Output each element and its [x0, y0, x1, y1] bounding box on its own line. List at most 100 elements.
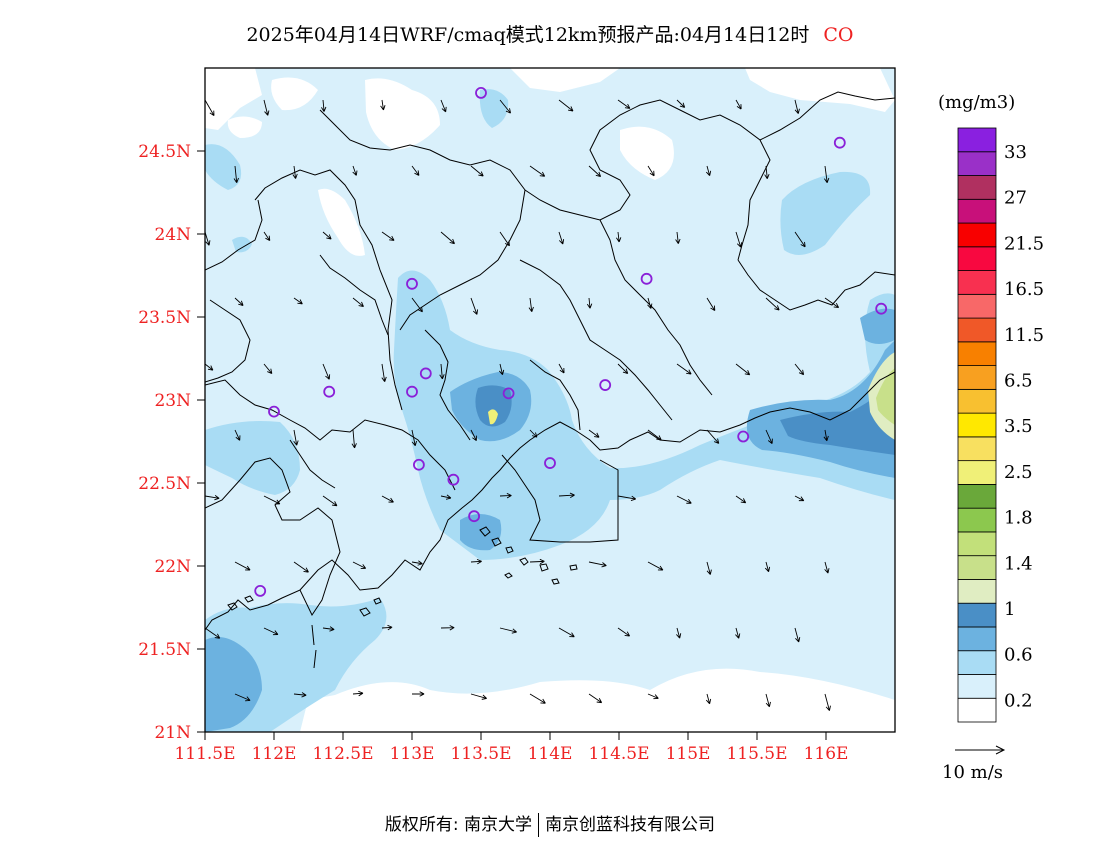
wind-scale-label: 10 m/s — [942, 762, 1003, 783]
wind-arrow — [735, 495, 747, 504]
legend-unit: (mg/m3) — [938, 92, 1015, 113]
wind-arrow — [204, 99, 215, 116]
lat-tick-label: 24N — [154, 225, 191, 245]
wind-arrow — [411, 429, 418, 447]
legend-swatch — [957, 436, 997, 462]
wind-arrow — [499, 493, 512, 499]
wind-arrow — [735, 99, 742, 110]
legend-swatch — [957, 531, 997, 557]
wind-arrow — [675, 231, 681, 244]
legend-swatch — [957, 650, 997, 675]
wind-arrow — [794, 627, 801, 643]
wind-arrow — [263, 231, 271, 242]
legend-swatch — [957, 270, 997, 295]
wind-arrow — [411, 560, 423, 566]
wind-arrow — [293, 429, 299, 446]
legend-swatch — [957, 412, 997, 438]
concentration-field — [205, 68, 895, 732]
wind-arrow — [705, 693, 712, 705]
wind-arrow — [647, 297, 653, 309]
station-marker — [875, 302, 888, 315]
legend-swatch — [957, 697, 997, 723]
footer-separator — [538, 813, 540, 837]
wind-arrow — [498, 363, 505, 375]
wind-arrow — [381, 363, 387, 382]
legend-label: 27 — [1004, 188, 1027, 209]
wind-arrow — [824, 297, 840, 309]
wind-arrow — [411, 297, 423, 313]
wind-arrow — [558, 492, 575, 498]
lon-tick-label: 113.5E — [450, 744, 511, 764]
wind-arrow — [676, 495, 692, 504]
wind-arrow — [676, 363, 692, 375]
wind-arrow — [233, 165, 239, 183]
wind-arrow — [499, 231, 510, 247]
wind-arrow — [470, 429, 477, 441]
wind-arrow — [676, 627, 682, 639]
wind-arrow — [794, 495, 805, 502]
wind-arrow — [263, 363, 273, 374]
legend-label: 33 — [1004, 142, 1027, 163]
wind-arrow — [440, 231, 455, 245]
wind-arrow — [676, 99, 686, 108]
lon-tick-label: 112E — [252, 744, 297, 764]
legend-label: 6.5 — [1004, 371, 1033, 392]
map-title-main: 2025年04月14日WRF/cmaq模式12km预报产品:04月14日12时 — [246, 24, 810, 46]
wind-arrow — [588, 561, 607, 568]
wind-arrow — [381, 624, 393, 631]
lat-tick-label: 24.5N — [138, 142, 191, 162]
wind-arrow — [322, 626, 335, 632]
legend-swatch — [957, 127, 997, 153]
wind-arrow — [529, 165, 546, 177]
boundary-lines — [205, 91, 895, 631]
lon-tick-label: 116E — [804, 744, 849, 764]
wind-arrow — [234, 297, 244, 306]
station-marker — [737, 430, 750, 443]
legend-label: 1.8 — [1004, 508, 1033, 529]
legend-label: 1.4 — [1004, 553, 1033, 574]
wind-arrow — [794, 363, 805, 376]
wind-arrow — [204, 495, 220, 501]
wind-arrow — [352, 165, 358, 176]
wind-arrow — [293, 297, 303, 305]
legend-label: 1 — [1004, 599, 1015, 620]
wind-arrow — [292, 165, 298, 179]
wind-arrow — [558, 363, 565, 374]
wind-arrow — [823, 429, 829, 442]
lon-tick-label: 115.5E — [726, 744, 787, 764]
wind-arrow — [765, 693, 771, 708]
wind-arrow — [764, 165, 770, 180]
wind-arrow — [735, 627, 741, 639]
wind-arrow — [322, 495, 338, 507]
legend-swatch — [957, 483, 997, 509]
wind-arrow — [588, 429, 600, 438]
legend-swatch — [957, 626, 997, 652]
legend-swatch — [957, 175, 997, 200]
wind-arrow — [647, 693, 659, 700]
copyright-left: 版权所有: 南京大学 — [384, 815, 533, 835]
legend-label: 11.5 — [1004, 325, 1044, 346]
legend-swatch — [957, 198, 997, 224]
wind-arrow — [529, 429, 538, 438]
wind-arrow — [586, 297, 593, 309]
wind-arrow — [616, 231, 622, 243]
lat-tick-label: 23N — [154, 391, 191, 411]
wind-arrow — [263, 495, 281, 505]
lon-tick-label: 112.5E — [312, 744, 373, 764]
wind-arrow — [794, 231, 806, 248]
legend-swatch — [957, 293, 997, 319]
longitude-axis: 111.5E 112E 112.5E 113E 113.5E 114E 114.5E 115E… — [174, 732, 848, 764]
wind-arrow — [588, 165, 602, 178]
wind-arrow — [647, 165, 655, 177]
lat-tick-label: 22.5N — [138, 474, 191, 494]
legend-swatch — [957, 555, 997, 580]
wind-arrow — [529, 558, 545, 565]
wind-arrow — [322, 231, 332, 240]
wind-arrow — [351, 429, 357, 449]
legend-label: 0.2 — [1004, 690, 1033, 711]
wind-arrow — [204, 231, 211, 246]
wind-arrow — [411, 691, 425, 697]
wind-arrow — [352, 561, 367, 569]
